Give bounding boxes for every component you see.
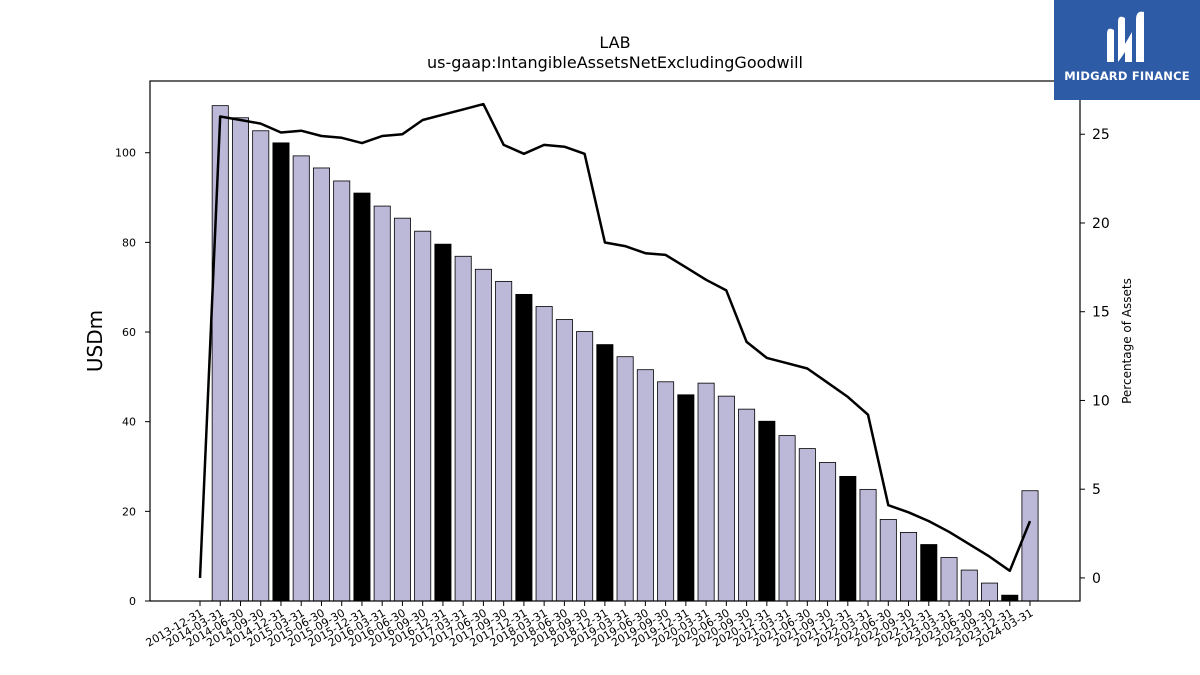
bar-2019-06-30 (636, 369, 654, 602)
bar-2022-06-30 (879, 519, 897, 602)
bar-2021-09-30 (819, 462, 837, 602)
bar-2019-03-31 (616, 356, 634, 602)
logo-text: MIDGARD FINANCE (1064, 69, 1190, 83)
bars-group (211, 105, 1039, 602)
bar-2021-12-31 (839, 475, 857, 602)
bar-2023-03-31 (940, 557, 958, 602)
bar-2018-06-30 (555, 319, 573, 602)
y2-axis-label: Percentage of Assets (1120, 278, 1134, 404)
bar-2016-06-30 (393, 217, 411, 602)
bar-2017-03-31 (454, 255, 472, 602)
bar-2020-09-30 (738, 408, 756, 602)
bar-2017-12-31 (515, 293, 533, 602)
y2-tick-label: 10 (1092, 393, 1110, 409)
bar-2019-12-31 (677, 394, 695, 602)
bar-2014-12-31 (272, 142, 290, 602)
bar-2022-03-31 (859, 488, 877, 602)
bar-2015-06-30 (312, 167, 330, 602)
bar-2016-03-31 (373, 205, 391, 602)
bar-2018-12-31 (596, 344, 614, 602)
midgard-m-icon (1107, 11, 1144, 63)
bar-2023-12-31 (1001, 594, 1019, 602)
axes-group: 02040608010005101520252013-12-312014-03-… (115, 80, 1110, 650)
y2-tick-label: 15 (1092, 305, 1110, 321)
y-tick-label: 60 (122, 326, 136, 339)
y-tick-label: 20 (122, 505, 136, 518)
y-tick-label: 80 (122, 236, 136, 249)
bar-2022-09-30 (900, 532, 918, 602)
line-group (198, 102, 1032, 578)
bar-2016-09-30 (414, 230, 432, 602)
y-tick-label: 100 (115, 147, 136, 160)
y-tick-label: 40 (122, 416, 136, 429)
y2-tick-label: 20 (1092, 216, 1110, 232)
bar-2021-03-31 (778, 435, 796, 602)
bar-2015-09-30 (333, 180, 351, 602)
bar-2015-12-31 (353, 192, 371, 602)
bar-2023-09-30 (981, 582, 999, 602)
bar-2014-06-30 (231, 117, 249, 602)
bar-2014-09-30 (252, 130, 270, 602)
bar-2020-06-30 (717, 395, 735, 602)
percentage-line (198, 102, 1032, 578)
bar-2014-03-31 (211, 105, 229, 602)
bar-2017-09-30 (495, 280, 513, 602)
bar-2022-12-31 (920, 544, 938, 602)
y2-tick-label: 0 (1092, 571, 1101, 587)
bar-2020-12-31 (758, 420, 776, 602)
bar-2020-03-31 (697, 382, 715, 602)
bar-2015-03-31 (292, 155, 310, 602)
bar-2019-09-30 (657, 381, 675, 602)
y2-tick-label: 25 (1092, 127, 1110, 143)
bar-2021-06-30 (798, 448, 816, 602)
midgard-finance-logo: MIDGARD FINANCE (1054, 0, 1200, 100)
bar-2024-03-31 (1021, 490, 1039, 602)
bar-2017-06-30 (474, 268, 492, 602)
y2-tick-label: 5 (1092, 482, 1101, 498)
chart-title: LAB (599, 33, 630, 52)
bar-2018-09-30 (576, 331, 594, 602)
y-axis-label: USDm (83, 310, 107, 372)
bar-2018-03-31 (535, 306, 553, 602)
chart-subtitle: us-gaap:IntangibleAssetsNetExcludingGood… (427, 53, 803, 72)
plot-frame (149, 80, 1081, 602)
bar-2023-06-30 (960, 569, 978, 602)
bar-2016-12-31 (434, 243, 452, 602)
y-tick-label: 0 (129, 595, 136, 608)
